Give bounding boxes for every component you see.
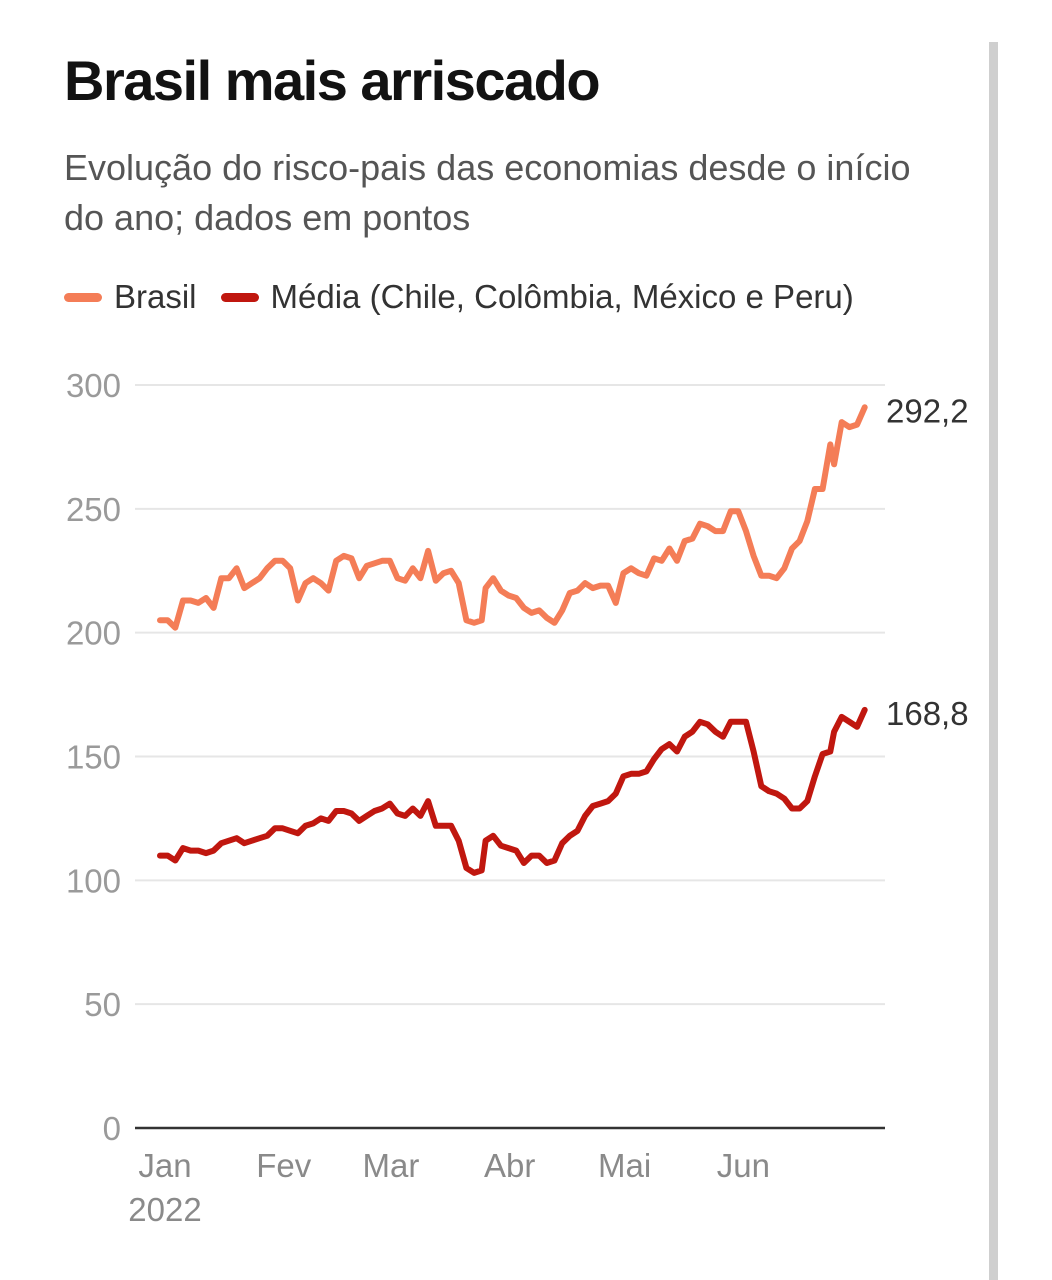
x-tick-label: Fev xyxy=(256,1147,312,1184)
scrollbar[interactable] xyxy=(989,42,998,1280)
series-lines xyxy=(157,404,868,876)
x-tick-label: Jan xyxy=(138,1147,191,1184)
legend-item-media: Média (Chile, Colômbia, México e Peru) xyxy=(220,278,854,316)
y-tick-label: 0 xyxy=(103,1110,121,1147)
series-line-brasil xyxy=(157,404,868,631)
y-tick-label: 50 xyxy=(84,986,121,1023)
x-tick-label: Mar xyxy=(363,1147,420,1184)
legend: Brasil Média (Chile, Colômbia, México e … xyxy=(64,278,878,316)
legend-label-brasil: Brasil xyxy=(114,278,197,315)
legend-item-brasil: Brasil xyxy=(64,278,197,316)
y-tick-label: 100 xyxy=(66,862,121,899)
x-tick-label: Abr xyxy=(484,1147,535,1184)
end-labels: 292,2 168,8 xyxy=(886,392,969,732)
legend-swatch-media xyxy=(220,292,259,302)
chart-subtitle: Evolução do risco-pais das economias des… xyxy=(64,147,911,238)
y-tick-label: 300 xyxy=(66,367,121,404)
grid-lines xyxy=(135,384,885,1130)
end-label-media: 168,8 xyxy=(886,695,969,732)
chart-title: Brasil mais arriscado xyxy=(64,49,601,112)
x-tick-year-label: 2022 xyxy=(128,1191,201,1228)
legend-label-media: Média (Chile, Colômbia, México e Peru) xyxy=(270,278,854,315)
legend-swatch-brasil xyxy=(64,292,102,302)
y-tick-label: 150 xyxy=(66,739,121,776)
x-tick-label: Mai xyxy=(598,1147,651,1184)
series-line-media xyxy=(157,706,868,876)
end-label-brasil: 292,2 xyxy=(886,392,969,429)
x-axis-ticks: Jan 2022 Fev Mar Abr Mai Jun xyxy=(128,1147,770,1228)
y-tick-label: 200 xyxy=(66,615,121,652)
x-tick-label: Jun xyxy=(717,1147,770,1184)
y-tick-label: 250 xyxy=(66,491,121,528)
y-axis-ticks: 0 50 100 150 200 250 300 xyxy=(66,367,121,1147)
